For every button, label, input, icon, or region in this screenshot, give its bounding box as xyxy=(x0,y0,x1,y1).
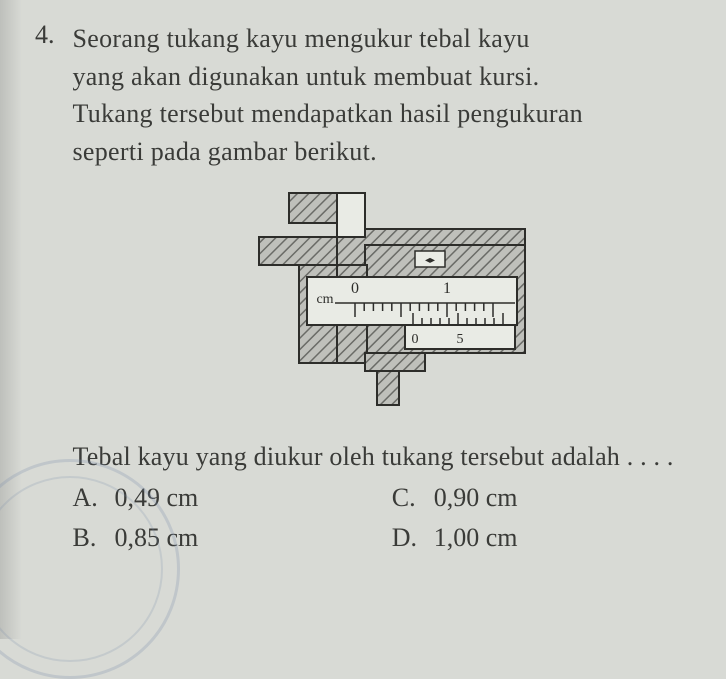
option-d: D. 1,00 cm xyxy=(392,523,691,553)
option-letter: D. xyxy=(392,523,420,553)
svg-text:0: 0 xyxy=(351,280,359,297)
followup-text: Tebal kayu yang diukur oleh tukang terse… xyxy=(73,438,692,476)
option-letter: A. xyxy=(73,483,101,513)
option-value: 0,49 cm xyxy=(115,483,199,513)
diagram-container: ◂▸ 0 1 cm 0 5 xyxy=(73,185,692,420)
svg-text:◂▸: ◂▸ xyxy=(425,255,435,266)
option-letter: C. xyxy=(392,483,420,513)
option-value: 0,85 cm xyxy=(115,523,199,553)
question-text: Seorang tukang kayu mengukur tebal kayu … xyxy=(73,20,692,171)
option-value: 0,90 cm xyxy=(434,483,518,513)
option-value: 1,00 cm xyxy=(434,523,518,553)
svg-text:cm: cm xyxy=(316,292,333,307)
question-line-3: Tukang tersebut mendapatkan hasil penguk… xyxy=(73,99,583,128)
caliper-diagram: ◂▸ 0 1 cm 0 5 xyxy=(237,185,527,420)
option-letter: B. xyxy=(73,523,101,553)
option-c: C. 0,90 cm xyxy=(392,483,691,513)
question-line-4: seperti pada gambar berikut. xyxy=(73,137,377,166)
question-line-1: Seorang tukang kayu mengukur tebal kayu xyxy=(73,24,530,53)
question-body: Seorang tukang kayu mengukur tebal kayu … xyxy=(73,20,692,553)
question-number: 4. xyxy=(35,20,55,50)
svg-text:0: 0 xyxy=(411,332,418,347)
page: 4. Seorang tukang kayu mengukur tebal ka… xyxy=(0,0,726,573)
question-line-2: yang akan digunakan untuk membuat kursi. xyxy=(73,62,540,91)
svg-text:5: 5 xyxy=(456,332,463,347)
options-grid: A. 0,49 cm C. 0,90 cm B. 0,85 cm D. 1,00… xyxy=(73,483,692,553)
svg-text:1: 1 xyxy=(443,280,451,297)
option-a: A. 0,49 cm xyxy=(73,483,372,513)
option-b: B. 0,85 cm xyxy=(73,523,372,553)
question-block: 4. Seorang tukang kayu mengukur tebal ka… xyxy=(35,20,691,553)
